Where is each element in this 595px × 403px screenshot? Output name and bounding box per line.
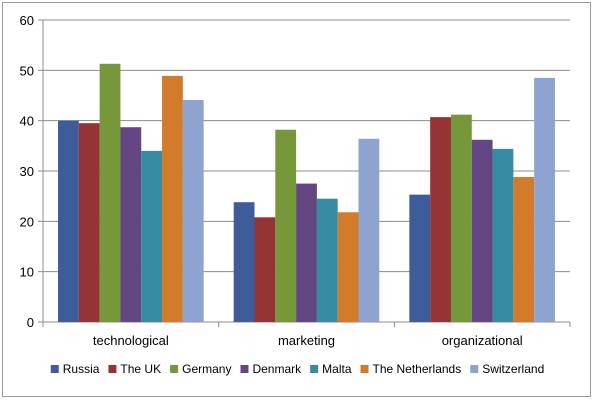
bar-switzerland-organizational — [534, 77, 555, 322]
bar-malta-technological — [141, 150, 163, 322]
category-label: organizational — [442, 333, 523, 348]
category-label: technological — [93, 333, 169, 348]
legend-label: The UK — [120, 362, 161, 376]
legend-label: Switzerland — [482, 362, 544, 376]
bar-the-uk-technological — [78, 123, 100, 322]
legend-swatch — [170, 365, 179, 373]
bar-denmark-technological — [120, 127, 142, 323]
legend-swatch — [310, 365, 319, 373]
bar-germany-technological — [99, 63, 121, 322]
y-tick-label: 40 — [20, 114, 34, 129]
y-tick-label: 0 — [27, 315, 34, 330]
bar-malta-marketing — [316, 198, 338, 322]
y-tick-label: 60 — [20, 13, 34, 28]
bar-russia-marketing — [233, 202, 255, 322]
bar-the-netherlands-marketing — [337, 212, 359, 322]
bar-the-netherlands-technological — [162, 75, 183, 323]
bar-germany-organizational — [450, 114, 472, 322]
bar-switzerland-marketing — [358, 138, 380, 322]
y-tick-label: 30 — [20, 164, 34, 179]
bar-the-netherlands-organizational — [513, 177, 535, 322]
y-tick-label: 50 — [20, 63, 34, 78]
legend-label: Russia — [63, 362, 100, 376]
bar-russia-organizational — [409, 194, 431, 322]
legend-label: The Netherlands — [373, 362, 462, 376]
legend-label: Denmark — [252, 362, 302, 376]
bar-chart: 0 10 20 30 40 50 60 technological marketing organ… — [20, 13, 571, 376]
category-label: marketing — [278, 333, 335, 348]
bar-denmark-organizational — [471, 139, 493, 322]
legend-label: Malta — [322, 362, 352, 376]
y-tick-label: 20 — [20, 214, 34, 229]
bar-russia-technological — [58, 120, 79, 323]
legend-swatch — [50, 365, 59, 373]
y-tick-label: 10 — [20, 265, 34, 280]
bar-the-uk-organizational — [430, 117, 451, 322]
bar-germany-marketing — [275, 129, 297, 322]
legend-swatch — [240, 365, 249, 373]
legend-swatch — [470, 365, 479, 373]
bar-malta-organizational — [492, 148, 514, 322]
legend-label: Germany — [182, 362, 231, 376]
bar-denmark-marketing — [296, 183, 317, 322]
legend-swatch — [360, 365, 369, 373]
bar-switzerland-technological — [182, 100, 204, 322]
legend-swatch — [108, 365, 117, 373]
chart-frame: 0 10 20 30 40 50 60 technological marketing organ… — [2, 2, 591, 397]
bar-the-uk-marketing — [254, 217, 276, 322]
